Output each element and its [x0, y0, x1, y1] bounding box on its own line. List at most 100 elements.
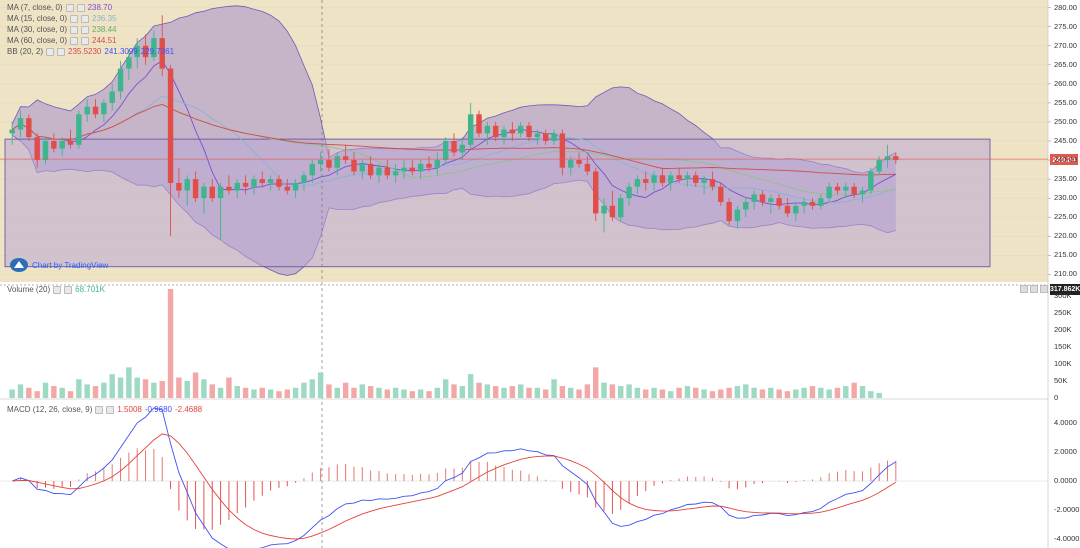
candle-body	[426, 163, 432, 168]
volume-tag: 317.862K	[1050, 284, 1080, 295]
volume-bar	[551, 379, 557, 398]
volume-bar	[859, 386, 866, 398]
candle-body	[542, 133, 549, 141]
pane-controls[interactable]	[1020, 285, 1048, 293]
volume-bar	[9, 389, 15, 398]
settings-icon[interactable]	[46, 47, 55, 56]
ma15-legend[interactable]: MA (15, close, 0) 236.35	[7, 13, 117, 24]
bb-legend[interactable]: BB (20, 2) 235.5230 241.3099 229.7361	[7, 46, 174, 57]
candle-body	[317, 160, 324, 164]
candle-body	[267, 179, 274, 183]
volume-bar	[442, 379, 449, 398]
candle-body	[634, 179, 641, 187]
candle-body	[684, 175, 691, 180]
candle-body	[576, 160, 582, 164]
macd-legend-value-3: -2.4688	[174, 405, 203, 414]
candle-body	[334, 156, 340, 168]
volume-bar	[693, 387, 699, 398]
volume-bar	[601, 382, 607, 398]
volume-bar	[484, 384, 491, 398]
candle-body	[92, 106, 99, 115]
close-icon[interactable]	[76, 3, 85, 12]
volume-bar	[668, 391, 674, 398]
volume-bar	[843, 386, 849, 398]
ma30-legend[interactable]: MA (30, close, 0) 238.44	[7, 24, 117, 35]
volume-bar	[759, 389, 766, 398]
settings-icon[interactable]	[70, 25, 79, 34]
candle-body	[851, 186, 857, 195]
settings-icon[interactable]	[70, 36, 79, 45]
candle-body	[526, 125, 532, 138]
candle-body	[568, 160, 574, 168]
candle-body	[184, 179, 190, 191]
price-axis-label: 235.00	[1054, 174, 1077, 184]
close-icon[interactable]	[57, 47, 66, 56]
volume-bar	[726, 387, 732, 398]
candle-body	[242, 182, 249, 187]
candle-body	[276, 179, 282, 187]
volume-axis-label: 200K	[1054, 324, 1072, 334]
candle-body	[309, 163, 315, 176]
volume-legend[interactable]: Volume (20) 68.701K	[7, 284, 105, 295]
candle-body	[893, 156, 899, 161]
volume-bar	[384, 389, 391, 398]
candle-body	[459, 144, 466, 153]
tradingview-watermark[interactable]: Chart by TradingView	[10, 258, 108, 272]
candle-body	[593, 171, 599, 214]
candle-body	[409, 167, 416, 172]
candle-body	[584, 163, 591, 172]
close-icon[interactable]	[64, 285, 73, 294]
volume-bar	[559, 386, 566, 398]
price-axis-label: 250.00	[1054, 116, 1077, 126]
volume-bar	[84, 384, 90, 398]
candle-body	[643, 179, 649, 183]
volume-legend-value: 68.701K	[75, 285, 105, 294]
candle-body	[509, 129, 516, 134]
bb-legend-value-3: 229.7361	[140, 47, 175, 56]
candle-body	[434, 160, 441, 168]
candle-body	[401, 167, 407, 172]
bb-legend-value-1: 235.5230	[68, 47, 102, 56]
settings-icon[interactable]	[70, 14, 79, 23]
candle-body	[476, 114, 482, 134]
candle-body	[367, 163, 374, 176]
volume-bar	[217, 387, 224, 398]
settings-icon[interactable]	[53, 285, 62, 294]
candle-body	[609, 205, 616, 218]
close-icon[interactable]	[81, 36, 90, 45]
volume-bar	[317, 372, 324, 398]
ma60-legend[interactable]: MA (60, close, 0) 244.51	[7, 35, 117, 46]
ma7-legend[interactable]: MA (7, close, 0) 238.70	[7, 2, 112, 13]
bb-legend-value-2: 241.3099	[104, 47, 138, 56]
volume-bar	[309, 379, 315, 398]
ma30-legend-value: 238.44	[92, 25, 117, 34]
pane-down-icon[interactable]	[1030, 285, 1038, 293]
candle-body	[384, 167, 391, 176]
close-icon[interactable]	[81, 25, 90, 34]
close-icon[interactable]	[106, 405, 115, 414]
candle-body	[26, 118, 32, 138]
macd-legend[interactable]: MACD (12, 26, close, 9) 1.5008 -0.9680 -…	[7, 404, 202, 415]
volume-axis-label: 250K	[1054, 307, 1072, 317]
volume-bar	[517, 384, 524, 398]
macd-line	[12, 407, 897, 548]
pane-maximize-icon[interactable]	[1040, 285, 1048, 293]
volume-bar	[709, 391, 716, 398]
candle-body	[217, 186, 224, 199]
volume-bar	[101, 382, 107, 398]
settings-icon[interactable]	[65, 3, 74, 12]
candle-body	[209, 186, 215, 199]
candle-body	[376, 167, 382, 176]
volume-bar	[459, 386, 466, 398]
macd-axis-label: 4.0000	[1054, 417, 1077, 427]
settings-icon[interactable]	[95, 405, 104, 414]
volume-bar	[526, 387, 532, 398]
candle-body	[9, 129, 15, 134]
pane-up-icon[interactable]	[1020, 285, 1028, 293]
volume-bar	[417, 389, 424, 398]
volume-bar	[509, 386, 516, 398]
bb-legend-name: BB (20, 2)	[7, 47, 44, 56]
close-icon[interactable]	[81, 14, 90, 23]
